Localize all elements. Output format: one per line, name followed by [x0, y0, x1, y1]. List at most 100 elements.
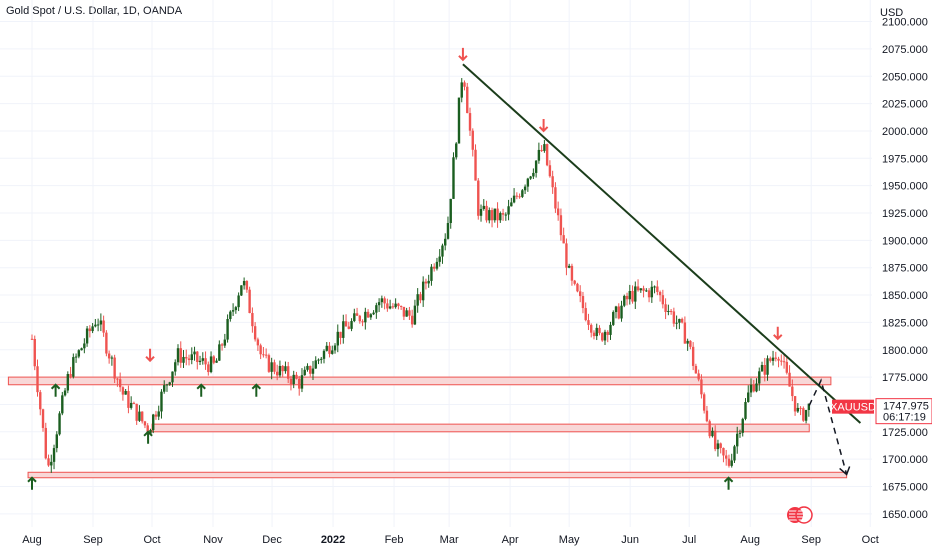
candle-body [680, 318, 684, 323]
candle-body [237, 295, 240, 308]
candle-body [639, 288, 643, 291]
candle-body [708, 421, 711, 437]
time-axis-tick: Apr [502, 534, 519, 546]
candle-body [369, 314, 373, 318]
candle-body [336, 331, 339, 346]
time-axis-tick: Aug [740, 534, 760, 546]
candle-body [540, 149, 543, 151]
candle-body [612, 312, 615, 325]
candle-body [157, 411, 160, 417]
candle-body [686, 340, 689, 344]
candle-body [317, 359, 320, 361]
flag-icon-ring [795, 506, 813, 524]
candle-body [33, 338, 36, 367]
candle-body [532, 172, 535, 177]
candle-body [435, 261, 439, 269]
candle-body [220, 344, 224, 346]
price-axis-tick: 2075.000 [882, 44, 928, 56]
candle-body [72, 357, 75, 377]
candle-body [372, 312, 375, 315]
candle-body [738, 432, 742, 434]
candle-body [529, 176, 532, 179]
candle-body [446, 223, 450, 239]
candle-body [581, 296, 585, 309]
candle-body [573, 280, 576, 284]
candle-body [749, 384, 753, 393]
candle-body [121, 387, 125, 395]
candle-body [380, 298, 384, 303]
candle-body [298, 378, 301, 389]
candle-body [499, 213, 502, 221]
candle-body [160, 391, 163, 412]
candle-body [129, 402, 133, 408]
candle-body [322, 350, 326, 359]
candle-body [149, 430, 152, 434]
time-axis-tick: Aug [22, 534, 42, 546]
candle-body [358, 315, 362, 322]
candle-body [747, 392, 750, 403]
chart-title: Gold Spot / U.S. Dollar, 1D, OANDA [6, 5, 183, 17]
candle-body [515, 195, 519, 197]
candle-body [333, 345, 337, 351]
candle-body [636, 286, 640, 291]
candle-body [661, 295, 665, 305]
candle-body [548, 165, 552, 177]
candle-body [309, 365, 312, 374]
candle-body [386, 303, 389, 309]
candle-body [427, 280, 430, 284]
candle-body [94, 324, 97, 327]
candle-body [58, 413, 61, 435]
candle-body [375, 305, 378, 313]
price-axis-tick: 1850.000 [882, 290, 928, 302]
candle-body [267, 355, 271, 372]
candle-body [675, 322, 678, 324]
candle-body [713, 430, 717, 450]
candle-body [303, 369, 306, 376]
last-price-value: 1747.975 [883, 401, 929, 413]
candle-body [424, 281, 428, 284]
candle-body [609, 324, 612, 335]
candle-body [570, 265, 574, 281]
candle-body [135, 403, 138, 421]
candle-body [678, 318, 681, 323]
candle-body [152, 414, 155, 431]
candle-body [91, 326, 94, 332]
candle-body [226, 319, 229, 340]
price-axis-tick: 1725.000 [882, 427, 928, 439]
candle-body [399, 305, 403, 307]
candle-body [780, 360, 783, 362]
candle-body [702, 394, 706, 411]
candle-body [36, 366, 39, 393]
candle-body [391, 306, 395, 308]
candle-body [140, 411, 144, 422]
candle-body [730, 460, 733, 466]
candle-body [510, 202, 513, 207]
candle-body [99, 320, 103, 325]
candle-body [262, 354, 265, 356]
candle-body [102, 320, 105, 333]
candle-body [270, 362, 273, 372]
candle-body [526, 178, 530, 187]
candle-body [457, 97, 461, 144]
candle-body [490, 210, 494, 221]
candle-body [253, 326, 257, 340]
support-zone [27, 471, 848, 479]
price-axis-tick: 1800.000 [882, 345, 928, 357]
candle-body [344, 321, 348, 327]
candle-body [273, 362, 276, 372]
candle-body [799, 407, 802, 409]
candle-body [421, 281, 425, 301]
time-axis-tick: May [559, 534, 580, 546]
candle-body [598, 327, 601, 334]
support-zone [7, 376, 832, 386]
candle-body [554, 187, 557, 209]
candle-body [264, 354, 268, 356]
price-axis-tick: 1650.000 [882, 509, 928, 521]
candle-body [193, 351, 196, 355]
candle-body [132, 402, 136, 404]
candle-body [234, 307, 238, 311]
candle-body [736, 433, 739, 447]
candle-body [782, 361, 786, 363]
candle-body [52, 448, 56, 462]
